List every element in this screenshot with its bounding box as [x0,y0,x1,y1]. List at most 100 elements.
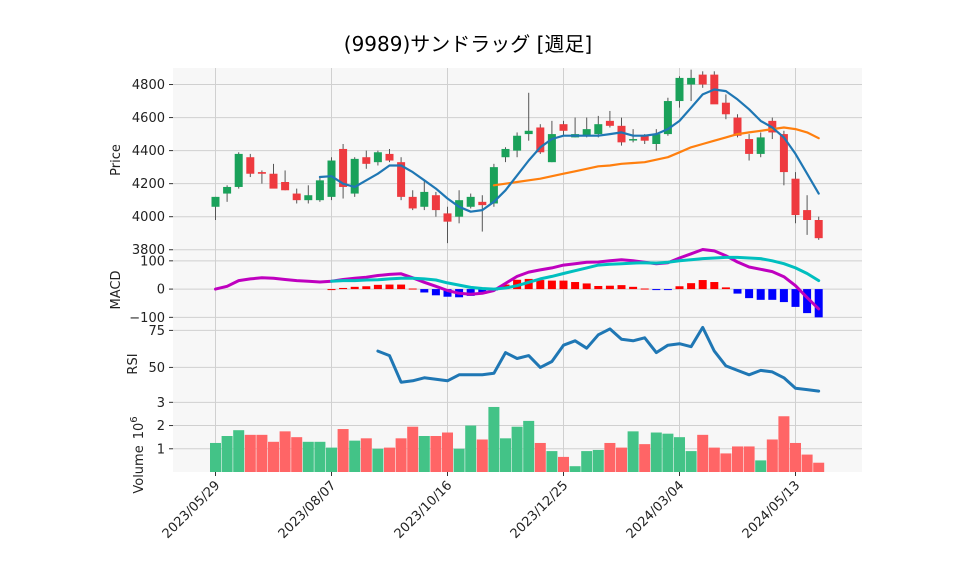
candle-body [420,191,429,207]
volume-bar [790,442,801,472]
rsi-axis-label: RSI [126,353,141,374]
price-tick-label: 4200 [132,177,165,192]
candle-body [431,195,440,211]
x-tick-label: 2023/05/29 [160,478,224,542]
macd-histogram-bar [397,284,406,290]
volume-bar [279,431,291,472]
macd-histogram-bar [547,280,556,290]
candle-body [605,120,614,126]
macd-line [214,248,821,311]
macd-histogram-bar [779,289,788,303]
candle-body [791,178,800,216]
volume-bar [302,441,314,472]
volume-bar [732,446,743,472]
macd-histogram-bar [431,289,440,296]
macd-histogram-bar [663,289,672,291]
candle-body [687,77,696,85]
volume-bar [720,453,732,472]
volume-bar [801,454,813,472]
volume-bar [314,441,326,472]
candle-body [339,148,348,187]
candle-body [397,162,406,197]
candle-body [385,153,394,161]
candle-body [315,180,324,201]
volume-panel: 1 2 3 [157,396,862,472]
macd-histogram-bar [350,286,359,290]
volume-bar [511,426,523,472]
candle-body [594,124,603,135]
volume-bar [395,438,407,472]
volume-bar [592,449,604,472]
macd-histogram-bar [698,280,707,290]
volume-bar [697,434,709,472]
candle-body [779,134,788,173]
candle-body [756,137,765,154]
macd-histogram-bar [640,288,649,290]
candle-body [362,157,371,164]
candle-body [443,213,452,222]
candle-body [292,193,301,201]
volume-tick-label: 3 [157,396,165,411]
volume-bar [256,434,268,472]
macd-histogram-bar [594,285,603,290]
volume-bar [337,429,349,472]
candle-body [223,186,232,194]
volume-bar [523,420,535,472]
candle-body [257,172,266,174]
volume-bar [291,437,303,472]
volume-bar [639,444,651,472]
volume-bar [476,439,488,472]
candle-body [582,129,591,136]
macd-histogram-bar [466,289,475,296]
candle-body [234,153,243,187]
volume-bar [616,447,627,472]
rsi-line [376,325,821,393]
volume-bar [233,430,245,472]
volume-bar [407,426,419,472]
volume-bar [430,436,442,472]
rsi-background [173,323,862,400]
macd-histogram-bar [582,283,591,290]
volume-bar [372,448,384,472]
macd-histogram-bar [408,288,417,290]
sma-short-line [318,88,820,213]
macd-histogram-bar [675,286,684,290]
sma-long-line [492,126,820,187]
x-tick-label: 2023/12/25 [508,478,572,542]
macd-tick-label: 100 [140,254,165,269]
volume-bar [685,451,697,472]
rsi-panel: 50 75 [148,323,862,400]
volume-bar [360,438,372,472]
candle-body [455,200,464,217]
candle-body [803,210,812,220]
x-tick-label: 2024/05/13 [740,478,804,542]
volume-bar [244,434,256,472]
volume-bar [326,447,337,472]
macd-histogram-bar [652,289,661,291]
candle-body [513,135,522,151]
volume-bar [581,451,593,472]
volume-bar [604,442,616,472]
volume-bar [534,442,546,472]
macd-histogram-bar [721,287,730,290]
macd-histogram-bar [768,289,777,300]
x-axis: 2023/05/29 2023/08/07 2023/10/16 2023/12/25… [160,472,804,542]
macd-histogram-bar [791,289,800,307]
macd-tick-label: 0 [157,283,165,298]
volume-bar [349,440,361,472]
candle-body [745,139,754,154]
candle-body [733,117,742,136]
macd-histogram-bar [617,285,626,290]
macd-histogram-bar [814,289,823,318]
candle-body [617,125,626,143]
x-tick-label: 2023/10/16 [392,478,456,542]
candle-body [629,139,638,141]
candle-body [640,135,649,141]
volume-bar [778,416,790,472]
x-tick-label: 2023/08/07 [276,478,340,542]
macd-histogram-bar [687,283,696,290]
macd-histogram-bar [443,289,452,297]
candle-body [246,157,255,174]
macd-histogram-bar [339,287,348,290]
